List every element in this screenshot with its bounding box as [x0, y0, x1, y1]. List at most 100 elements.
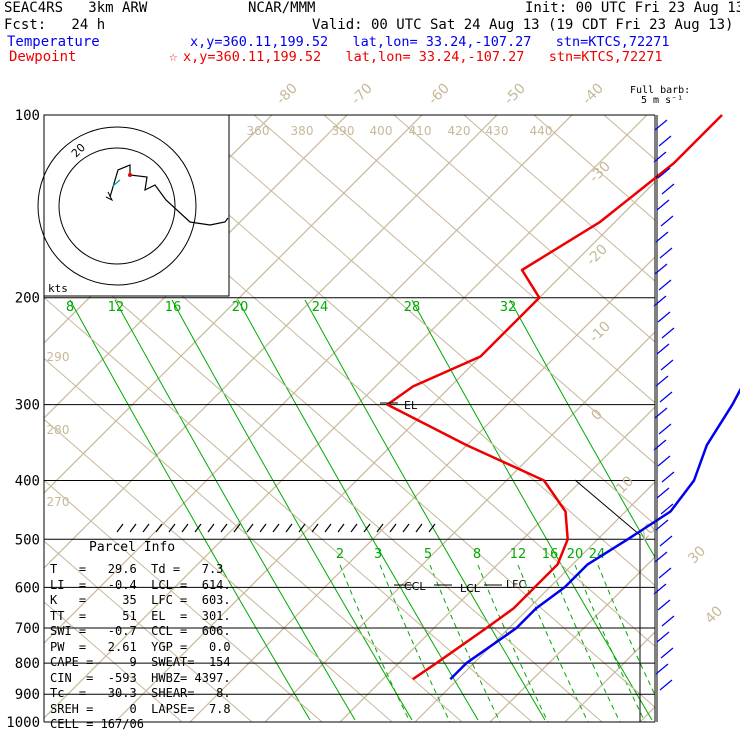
dry-adiabat-line: [253, 115, 655, 465]
parcel-info-row: K = 35 LFC = 603.: [50, 593, 231, 607]
pressure-tick-label: 200: [15, 291, 40, 307]
isotherm-label: -10: [586, 318, 613, 345]
mixing-ratio-label: 5: [424, 547, 432, 562]
wind-barb: [655, 519, 669, 531]
wind-barb: [659, 247, 673, 259]
mixing-ratio-dash-line: [597, 564, 655, 697]
theta-label: 390: [332, 124, 355, 138]
wind-barb: [658, 279, 672, 291]
mixing-ratio-label: 12: [510, 547, 527, 562]
temperature-location-info: x,y=360.11,199.52 lat,lon= 33.24,-107.27…: [190, 34, 670, 50]
pressure-tick-label: 300: [15, 398, 40, 414]
parcel-info-row: TT = 51 EL = 301.: [50, 608, 231, 623]
isotherm-label: 0: [588, 406, 606, 424]
dry-adiabat-line: [463, 115, 655, 282]
wind-barb: [654, 407, 668, 419]
dry-adiabat-line: [44, 479, 323, 722]
dewpoint-profile: [386, 114, 723, 681]
dry-adiabat-line: [44, 236, 603, 722]
wind-barb: [654, 551, 668, 563]
wind-barb: [660, 503, 674, 515]
forecast-hour: Fcst: 24 h: [4, 17, 106, 33]
isotherm-line: [414, 481, 655, 722]
mixing-ratio-label: 24: [312, 300, 329, 315]
parcel-info-panel: Parcel Info T = 29.6 Td = 7.3 LI = -0.4 L…: [44, 540, 244, 731]
temperature-profile: [449, 387, 740, 681]
dry-adiabat-line: [44, 418, 393, 722]
isotherm-label: -60: [425, 80, 452, 107]
wind-barb: [653, 439, 667, 451]
theta-label: 430: [486, 124, 509, 138]
mixing-ratio-label: 32: [500, 300, 517, 315]
hodo-outer-ring: [37, 126, 197, 286]
dry-adiabat-line: [533, 115, 655, 221]
mixing-ratio-line: [69, 299, 311, 721]
theta-label: 280: [47, 423, 70, 437]
dry-adiabat-line: [113, 115, 655, 587]
dry-adiabat-line: [44, 601, 183, 722]
dry-adiabat-line: [603, 115, 655, 161]
isotherm-label: -70: [348, 80, 375, 107]
mixing-ratio-label: 20: [567, 547, 584, 562]
wind-barb: [656, 631, 670, 643]
mixing-ratio-dash-line: [339, 564, 411, 722]
isotherm-label: -20: [583, 241, 610, 268]
wind-barb: [656, 343, 670, 355]
pressure-tick-label: 600: [15, 580, 40, 596]
pressure-tick-label: 100: [15, 108, 40, 124]
wind-barb: [660, 359, 674, 371]
mixing-ratio-label: 8: [473, 547, 481, 562]
mixing-ratio-label: 2: [336, 547, 344, 562]
mixing-ratio-label: 16: [542, 547, 559, 562]
wind-barb: [657, 167, 671, 179]
isotherm-line: [44, 115, 498, 569]
pressure-tick-label: 400: [15, 473, 40, 489]
isotherm-label: -30: [586, 158, 613, 185]
level-annotation: EL: [404, 399, 418, 412]
wind-barb: [656, 199, 670, 211]
parcel-info-row: SWI = -0.7 CCL = 606.: [50, 624, 231, 638]
mixing-ratio-dash-line: [429, 564, 501, 722]
org-title: NCAR/MMM: [248, 0, 316, 16]
mixing-ratio-label: 12: [108, 300, 125, 315]
theta-label: 410: [409, 124, 432, 138]
mixing-ratio-label: 3: [374, 547, 382, 562]
level-annotation: LFC: [506, 578, 526, 591]
theta-label: 380: [291, 124, 314, 138]
mixing-ratio-line: [171, 299, 413, 721]
wind-barb: [658, 423, 672, 435]
mixing-ratio-dash-line: [549, 564, 621, 722]
parcel-info-row: CAPE = 9 SWEAT= 154: [50, 655, 231, 669]
hodo-marker: [128, 173, 132, 177]
dewpoint-legend-label: Dewpoint: [9, 49, 77, 65]
wind-barb: [659, 391, 673, 403]
dry-adiabat-line: [674, 115, 740, 722]
isotherm-line: [189, 256, 655, 722]
init-time: Init: 00 UTC Fri 23 Aug 13: [525, 0, 740, 16]
wind-barb: [660, 215, 674, 227]
wind-barb: [654, 119, 668, 131]
theta-label: 420: [448, 124, 471, 138]
theta-label: 440: [530, 124, 553, 138]
pressure-tick-label: 500: [15, 532, 40, 548]
dry-adiabat-line: [44, 357, 463, 722]
wind-barb: [653, 583, 667, 595]
pressure-tick-label: 900: [15, 687, 40, 703]
level-annotation: LCL: [460, 582, 481, 595]
mixing-ratio-label: 8: [66, 300, 74, 315]
isotherm-line: [44, 115, 648, 719]
pressure-tick-label: 800: [15, 656, 40, 672]
isotherm-label: -50: [501, 80, 528, 107]
isotherm-line: [114, 181, 655, 722]
mixing-ratio-label: 20: [232, 300, 249, 315]
wind-barb: [655, 375, 669, 387]
valid-time: Valid: 00 UTC Sat 24 Aug 13 (19 CDT Fri …: [312, 17, 734, 33]
wind-barb: [659, 535, 673, 547]
wind-barb: [655, 231, 669, 243]
mixing-ratio-dash-line: [379, 564, 451, 722]
theta-label: 270: [47, 495, 70, 509]
wind-barb: [655, 663, 669, 675]
dewpoint-location-info: x,y=360.11,199.52 lat,lon= 33.24,-107.27…: [183, 49, 663, 65]
theta-label: 360: [247, 124, 270, 138]
